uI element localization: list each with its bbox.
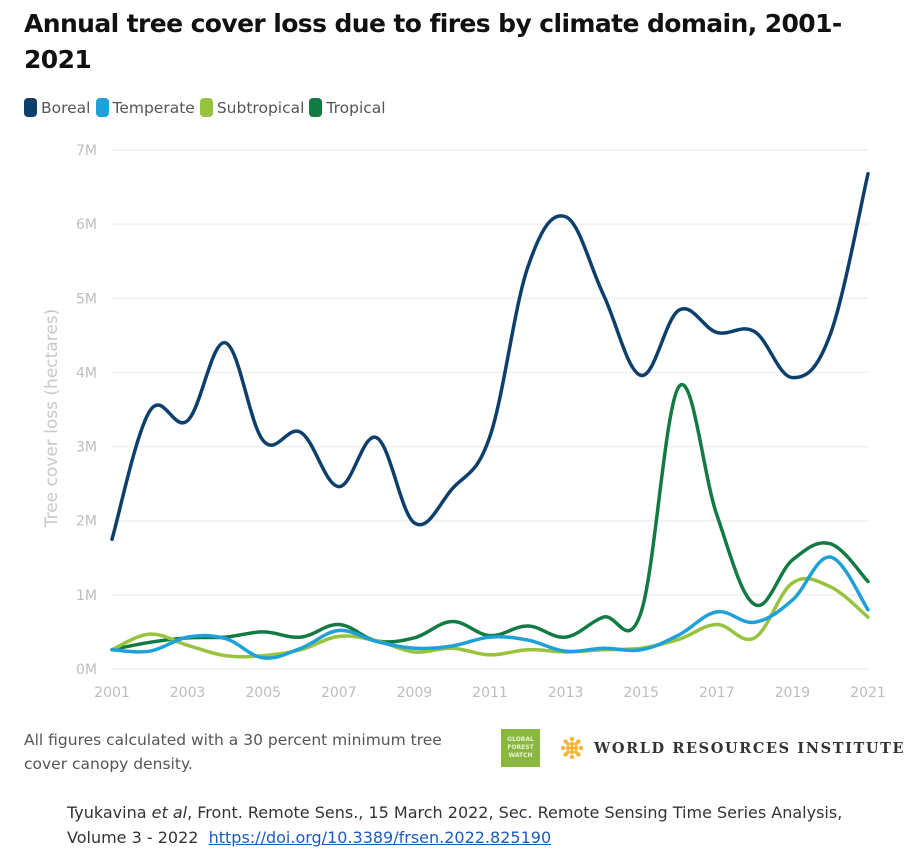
- x-tick-label: 2013: [548, 685, 584, 701]
- x-tick-label: 2001: [94, 685, 130, 701]
- x-tick-label: 2011: [472, 685, 508, 701]
- legend: Boreal Temperate Subtropical Tropical: [24, 98, 391, 117]
- doi-link[interactable]: https://doi.org/10.3389/frsen.2022.82519…: [208, 828, 552, 847]
- legend-label-boreal: Boreal: [41, 98, 91, 117]
- wri-sun-icon: [560, 736, 584, 760]
- footnote: All figures calculated with a 30 percent…: [24, 731, 442, 773]
- y-tick-label: 2M: [76, 514, 97, 530]
- y-tick-label: 4M: [76, 365, 97, 381]
- legend-label-subtropical: Subtropical: [216, 98, 305, 117]
- series-line-tropical[interactable]: [110, 382, 870, 652]
- citation-volume: Volume 3 - 2022: [67, 828, 199, 847]
- x-tick-label: 2017: [699, 685, 735, 701]
- gfw-logo-line: GLOBAL: [507, 736, 534, 743]
- legend-label-temperate: Temperate: [112, 98, 195, 117]
- y-axis-ticks: 0M 1M 2M 3M 4M 5M 6M 7M: [76, 143, 97, 678]
- y-tick-label: 1M: [76, 588, 97, 604]
- citation-source: , Front. Remote Sens., 15 March 2022, Se…: [187, 803, 843, 822]
- chart-title: Annual tree cover loss due to fires by c…: [24, 9, 842, 74]
- legend-swatch-subtropical: [199, 98, 213, 117]
- series-line-boreal[interactable]: [110, 171, 870, 541]
- legend-swatch-tropical: [309, 98, 323, 117]
- y-tick-label: 0M: [76, 662, 97, 678]
- citation: Tyukavina et al, Front. Remote Sens., 15…: [67, 800, 907, 850]
- gfw-logo-line: FOREST: [507, 744, 534, 751]
- gfw-logo-line: WATCH: [508, 752, 533, 759]
- y-tick-label: 6M: [76, 217, 97, 233]
- legend-item-tropical[interactable]: Tropical: [309, 98, 386, 117]
- legend-item-temperate[interactable]: Temperate: [95, 98, 195, 117]
- y-axis-label: Tree cover loss (hectares): [42, 309, 62, 529]
- gridlines: [112, 149, 868, 670]
- wri-logo-text: WORLD RESOURCES INSTITUTE: [594, 739, 906, 757]
- series-line-temperate[interactable]: [110, 555, 870, 660]
- legend-swatch-temperate: [95, 98, 109, 117]
- x-axis-ticks: 2001 2003 2005 2007 2009 2011 2013 2015 2017 2019…: [94, 685, 886, 701]
- x-tick-label: 2021: [850, 685, 886, 701]
- series-line-subtropical[interactable]: [110, 576, 870, 659]
- y-tick-label: 5M: [76, 291, 97, 307]
- legend-label-tropical: Tropical: [326, 98, 386, 117]
- citation-etal: et al: [151, 803, 188, 822]
- series-lines: [110, 171, 870, 660]
- legend-item-subtropical[interactable]: Subtropical: [199, 98, 305, 117]
- x-tick-label: 2015: [623, 685, 659, 701]
- x-tick-label: 2009: [397, 685, 433, 701]
- x-tick-label: 2007: [321, 685, 357, 701]
- x-tick-label: 2005: [245, 685, 281, 701]
- y-tick-label: 3M: [76, 440, 97, 456]
- y-tick-label: 7M: [76, 143, 97, 159]
- legend-swatch-boreal: [24, 98, 37, 117]
- line-chart: 0M 1M 2M 3M 4M 5M 6M 7M 2001 2003 2005 2007 2009 201…: [42, 143, 886, 701]
- legend-item-boreal[interactable]: Boreal: [24, 98, 91, 117]
- x-tick-label: 2003: [170, 685, 206, 701]
- global-forest-watch-logo[interactable]: GLOBAL FOREST WATCH: [501, 729, 540, 767]
- citation-author: Tyukavina: [67, 803, 147, 822]
- x-tick-label: 2019: [775, 685, 811, 701]
- world-resources-institute-logo[interactable]: WORLD RESOURCES INSTITUTE: [560, 736, 905, 760]
